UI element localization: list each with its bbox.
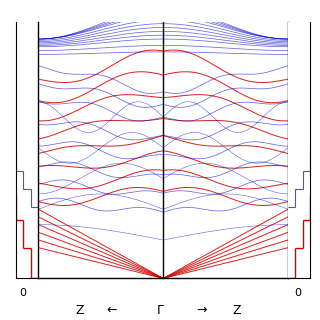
Text: Γ: Γ [156, 304, 164, 317]
Text: Z: Z [76, 304, 84, 317]
Text: 0: 0 [294, 288, 301, 298]
Text: Z: Z [233, 304, 241, 317]
Text: →: → [196, 304, 207, 317]
Text: ←: ← [107, 304, 117, 317]
Text: 0: 0 [19, 288, 26, 298]
